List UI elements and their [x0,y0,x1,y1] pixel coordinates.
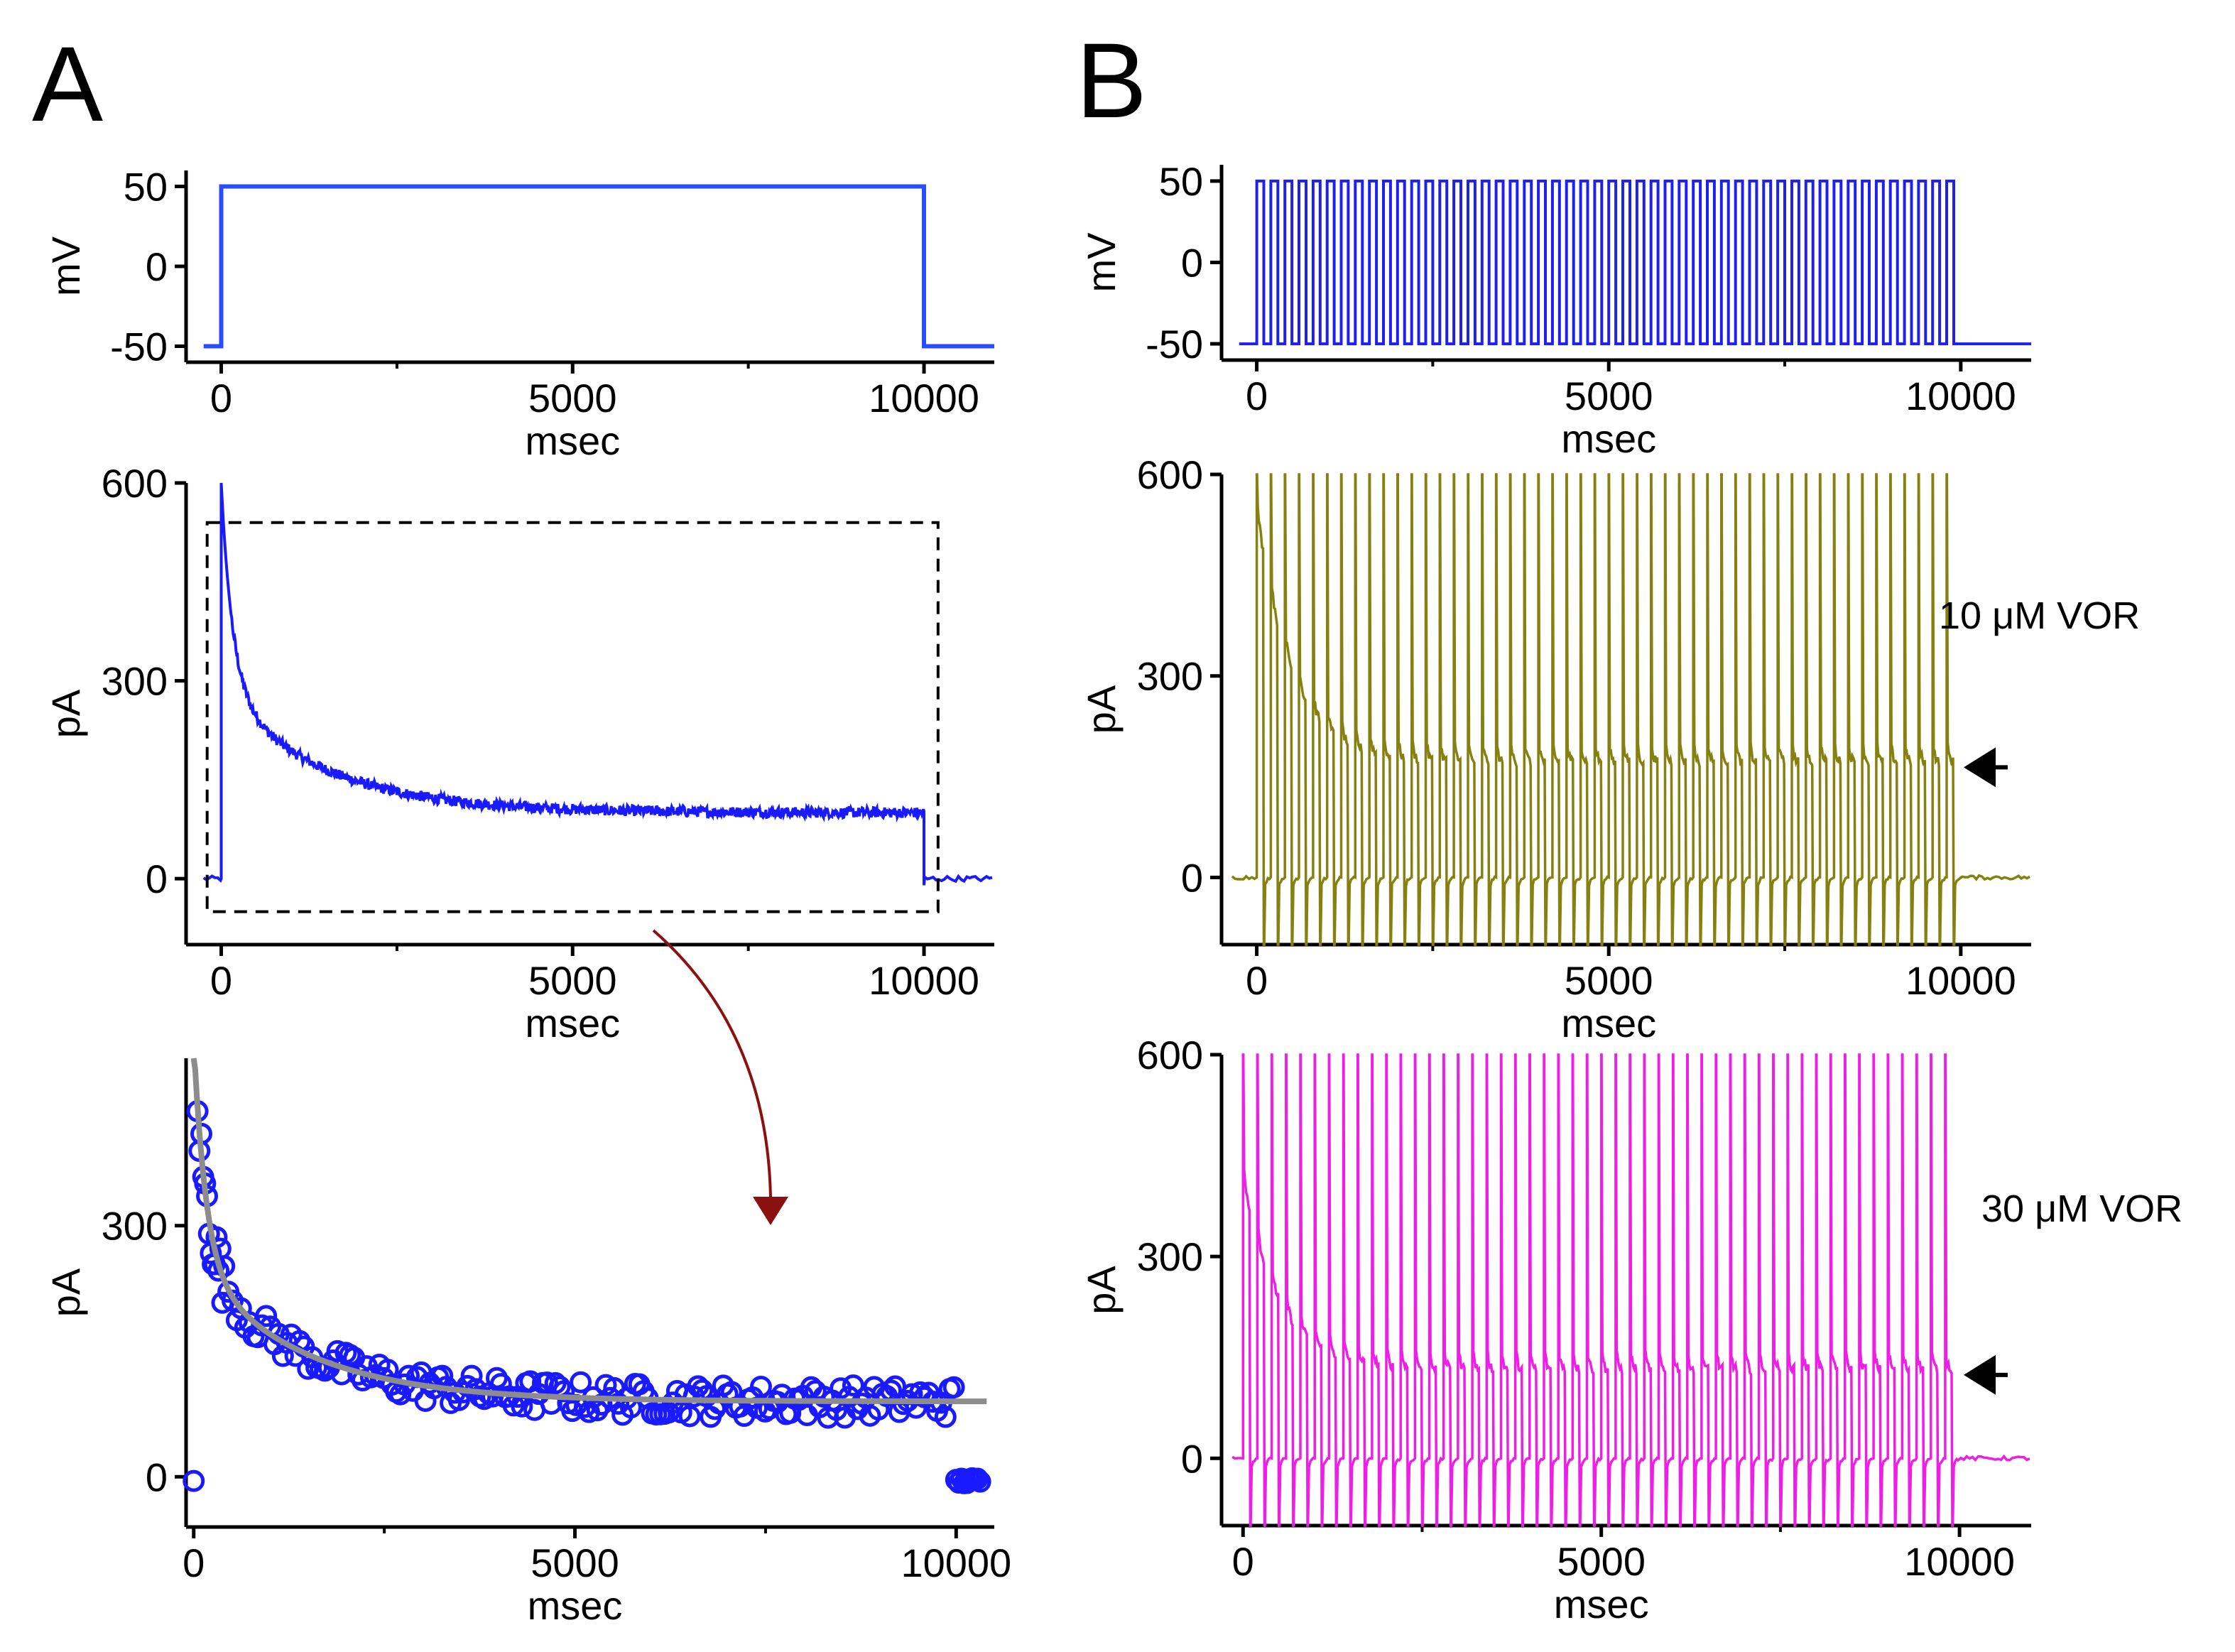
dashed-selection-box [205,521,940,913]
y-tick-label: 50 [124,165,168,210]
panel-letter-b: B [1076,21,1147,140]
x-tick-label: 5000 [1565,958,1653,1003]
x-tick-label: 0 [210,958,232,1003]
x-tick-label: 10000 [869,958,979,1003]
current-pulse-trace-line [1231,1053,2030,1527]
x-tick-label: 10000 [901,1540,1011,1585]
y-axis-label: pA [43,689,88,738]
y-tick-label: 600 [1137,1033,1203,1077]
pulse-train-line [1239,179,2031,346]
data-point [535,1371,558,1394]
y-tick-label: 300 [1137,654,1203,699]
x-tick-label: 0 [210,376,232,420]
x-tick-label: 10000 [1905,374,2016,418]
x-axis-label: msec [1554,1582,1649,1626]
steady-state-arrow [1964,747,1996,788]
data-point [183,1469,205,1492]
x-tick-label: 5000 [528,958,617,1003]
y-tick-label: 600 [102,461,168,506]
y-tick-label: -50 [110,325,168,369]
data-point [842,1374,864,1397]
y-tick-label: 50 [1159,159,1203,204]
link-arrowhead [753,1197,788,1225]
y-tick-label: 0 [1181,1436,1203,1481]
steady-state-arrow [1964,1354,1996,1395]
x-tick-label: 5000 [1565,374,1653,418]
chart-b1-pulse-train: 0 5000 10000 50 0 -50 msec mV [1079,159,2031,461]
chart-b3-current-30um: 0 5000 10000 600 300 0 msec pA [1079,1033,2031,1626]
x-tick-label: 5000 [528,376,617,420]
data-point [271,1344,294,1367]
data-point [966,1467,989,1490]
y-tick-label: 600 [1137,452,1203,497]
y-tick-label: 0 [146,244,168,289]
x-axis-label: msec [1561,416,1656,461]
data-point [942,1376,965,1398]
y-axis-label: mV [43,236,88,296]
data-point [553,1380,575,1403]
link-arrow [652,929,772,1197]
x-tick-label: 10000 [1905,958,2016,1003]
y-axis-label: mV [1079,232,1124,293]
data-point [389,1383,412,1406]
chart-b2-current-10um: 0 5000 10000 600 300 0 msec pA [1079,452,2031,1045]
panel-letter-a: A [32,24,103,143]
chart-a3-current-fit: 0 5000 10000 300 0 msec pA [43,1058,1011,1628]
y-tick-label: 300 [102,659,168,704]
data-point [255,1305,278,1327]
y-tick-label: -50 [1146,322,1203,366]
x-tick-label: 0 [183,1540,205,1585]
y-tick-label: 300 [102,1204,168,1249]
x-tick-label: 0 [1232,1539,1254,1584]
y-axis-label: pA [43,1268,88,1317]
x-tick-label: 5000 [531,1540,619,1585]
y-tick-label: 300 [1137,1234,1203,1279]
y-tick-label: 0 [1181,241,1203,286]
data-point [570,1371,592,1393]
data-point [969,1470,991,1493]
fit-curve [190,1058,987,1405]
x-axis-label: msec [1561,1001,1656,1045]
y-tick-label: 0 [146,1455,168,1499]
data-point [678,1405,701,1428]
data-point [431,1364,454,1387]
x-tick-label: 10000 [1904,1539,2015,1584]
x-tick-label: 5000 [1557,1539,1646,1584]
chart-a2-current-trace: 0 5000 10000 600 300 0 msec pA [43,461,994,1045]
y-tick-label: 0 [146,857,168,901]
annotation-10um-vor: 10 μM VOR [1939,594,2140,637]
data-point [658,1401,680,1424]
x-tick-label: 0 [1246,958,1268,1003]
data-point [934,1406,957,1428]
y-tick-label: 0 [1181,855,1203,900]
chart-a1-voltage-step: 0 5000 10000 50 0 -50 msec mV [43,165,994,463]
x-axis-label: msec [525,418,620,463]
y-axis-label: pA [1079,685,1124,734]
x-axis-label: msec [528,1583,623,1628]
data-point [460,1364,483,1387]
x-tick-label: 10000 [869,376,979,420]
current-trace-line [202,482,993,886]
voltage-step-line [203,184,994,349]
x-tick-label: 0 [1246,374,1268,418]
y-axis-label: pA [1079,1266,1124,1315]
data-point [749,1375,772,1398]
annotation-30um-vor: 30 μM VOR [1981,1188,2182,1230]
x-axis-label: msec [525,1001,620,1045]
current-pulse-trace-line [1231,473,2030,946]
